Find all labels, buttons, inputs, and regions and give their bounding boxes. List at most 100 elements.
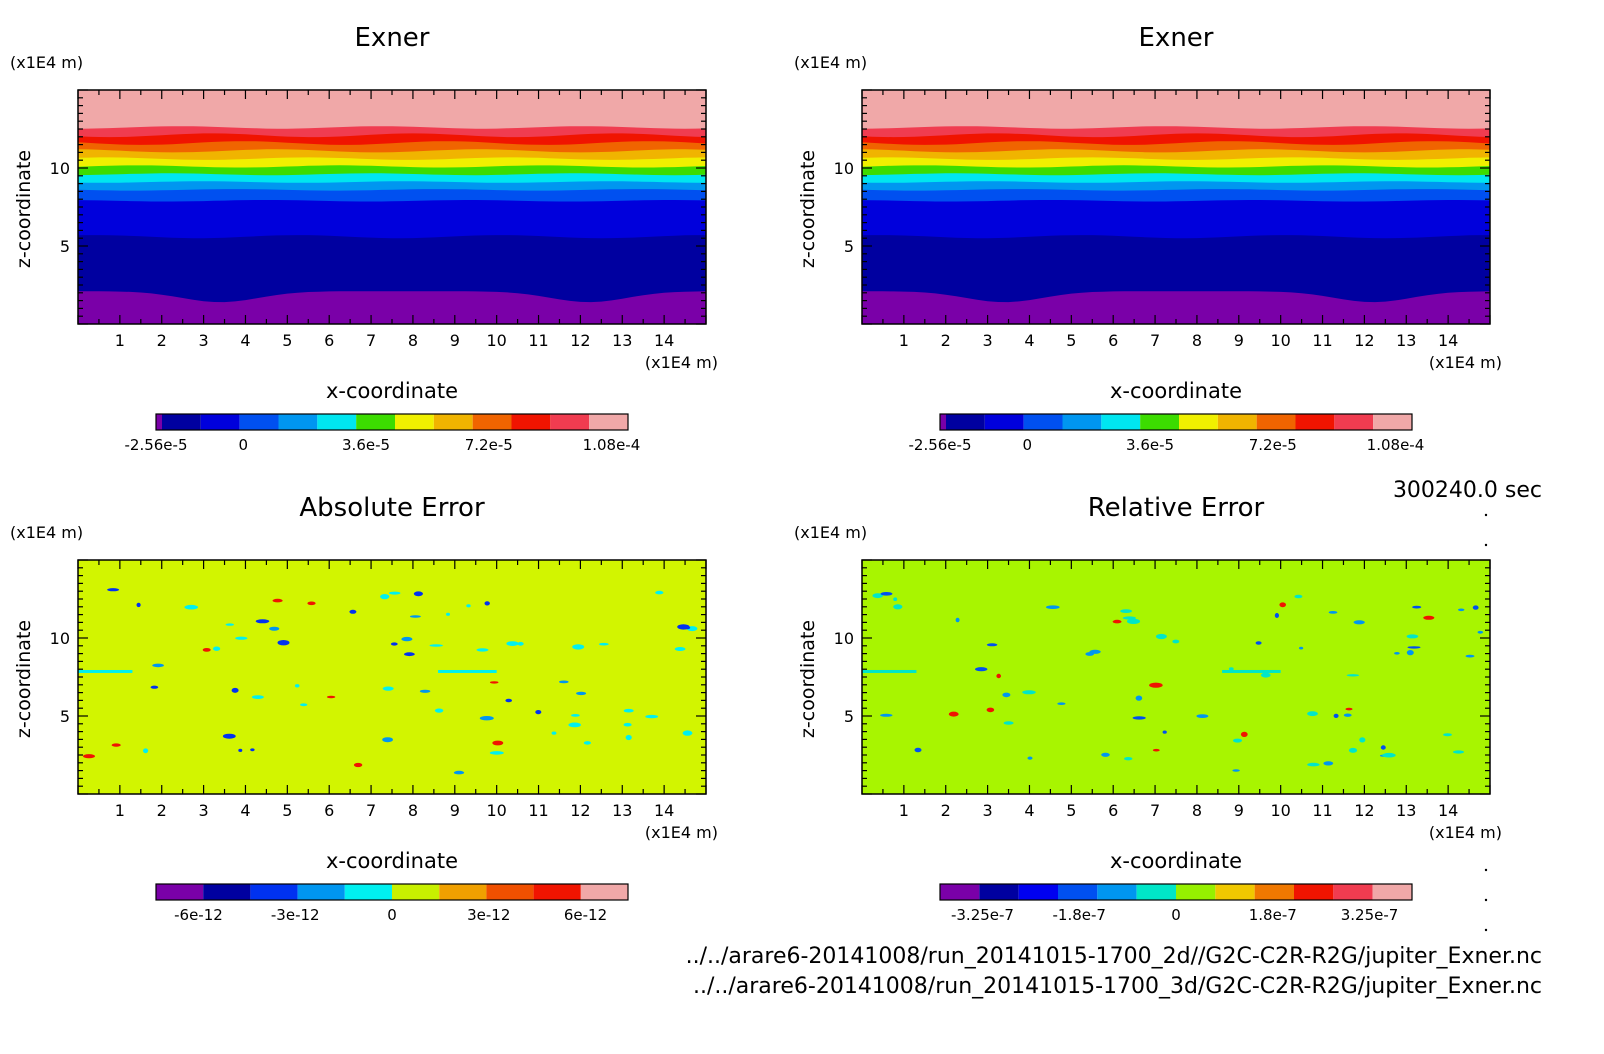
error-speckle [1394,652,1400,655]
error-speckle [202,648,211,652]
error-speckle [1132,716,1146,720]
colorbar-swatch [344,884,392,900]
error-speckle [1240,731,1248,738]
margin-dot [1484,513,1488,517]
error-speckle [390,642,398,646]
colorbar-label: 3.25e-7 [1341,906,1399,924]
error-speckle [492,740,504,746]
error-streak [862,669,917,673]
error-speckle [1196,714,1209,718]
file-path-1: ../../arare6-20141008/run_20141015-1700_… [685,944,1542,969]
colorbar-swatch [1179,414,1218,430]
colorbar-swatch [317,414,357,430]
error-speckle [453,770,465,775]
error-speckle [1155,633,1167,640]
contour-band [862,291,1490,324]
y-tick-label: 10 [834,159,854,178]
error-speckle [152,663,165,668]
x-tick-label: 13 [612,801,632,820]
colorbar-frame [939,413,1413,431]
x-tick-label: 8 [408,801,418,820]
error-speckle [307,601,316,606]
x-unit-label: (x1E4 m) [645,353,718,372]
margin-dot [1484,898,1488,902]
x-tick-label: 6 [1108,331,1118,350]
colorbar-swatch [1256,414,1296,430]
colorbar-swatch [239,414,279,430]
error-speckle [1359,737,1366,743]
error-speckle [568,722,581,728]
colorbar-swatch [203,884,251,900]
error-speckle [517,641,524,646]
error-speckle [1323,761,1334,766]
x-unit-label: (x1E4 m) [1429,353,1502,372]
colorbar-swatch [1215,884,1255,900]
colorbar-label: 1.08e-4 [583,436,641,454]
error-speckle [419,689,431,693]
colorbar-swatch [472,414,512,430]
error-speckle [674,647,686,651]
colorbar-frame [155,883,629,901]
error-speckle [1122,616,1136,620]
chart-title: Relative Error [1088,493,1265,523]
colorbar-swatch [533,884,581,900]
colorbar-swatch [1372,884,1412,900]
colorbar-label: -6e-12 [174,906,223,924]
error-speckle [1135,695,1143,701]
contour-band [78,291,706,324]
error-speckle [382,686,394,691]
colorbar-label: 1.8e-7 [1249,906,1297,924]
colorbar-label: 0 [1171,906,1181,924]
x-tick-label: 11 [1312,331,1332,350]
colorbar-swatch [278,414,318,430]
error-speckle [446,612,450,616]
error-speckle [1343,713,1352,717]
error-streak [78,669,133,673]
colorbar-swatch [1254,884,1294,900]
colorbar-label: 0 [387,906,397,924]
error-speckle [948,711,959,717]
x-tick-label: 2 [941,331,951,350]
error-speckle [1406,634,1419,639]
colorbar-label: 0 [239,436,249,454]
y-axis-label: z-coordinate [13,150,35,268]
colorbar: -2.56e-5 0 3.6e-5 7.2e-5 1.08e-4 [125,413,641,454]
error-speckle [1328,611,1338,614]
error-speckle [1307,762,1320,767]
error-speckle [1124,757,1133,761]
error-speckle [1443,733,1452,737]
colorbar-swatch [356,414,395,430]
x-tick-label: 1 [899,801,909,820]
error-speckle [1149,682,1163,688]
error-speckle [893,597,898,601]
x-tick-label: 7 [1150,801,1160,820]
error-speckle [623,722,632,727]
colorbar-swatch [1101,414,1141,430]
colorbar-label: 0 [1023,436,1033,454]
x-axis-label: x-coordinate [1110,849,1242,873]
x-tick-label: 6 [324,801,334,820]
error-speckle [914,747,922,753]
x-tick-label: 14 [1438,331,1458,350]
colorbar-label: 1.08e-4 [1367,436,1425,454]
error-speckle [1027,756,1033,760]
x-tick-label: 11 [528,801,548,820]
x-tick-label: 4 [1024,801,1034,820]
plot-area [78,90,706,324]
y-unit-label: (x1E4 m) [794,53,867,72]
error-speckle [1294,594,1303,599]
error-speckle [1233,738,1242,743]
error-speckle [955,617,960,623]
x-tick-label: 12 [1354,801,1374,820]
colorbar-swatch [156,884,204,900]
x-tick-label: 7 [366,331,376,350]
error-speckle [250,748,255,752]
error-speckle [150,685,159,689]
x-tick-label: 3 [983,801,993,820]
colorbar-swatch [395,414,434,430]
error-streak [1222,669,1281,673]
x-axis-label: x-coordinate [326,379,458,403]
